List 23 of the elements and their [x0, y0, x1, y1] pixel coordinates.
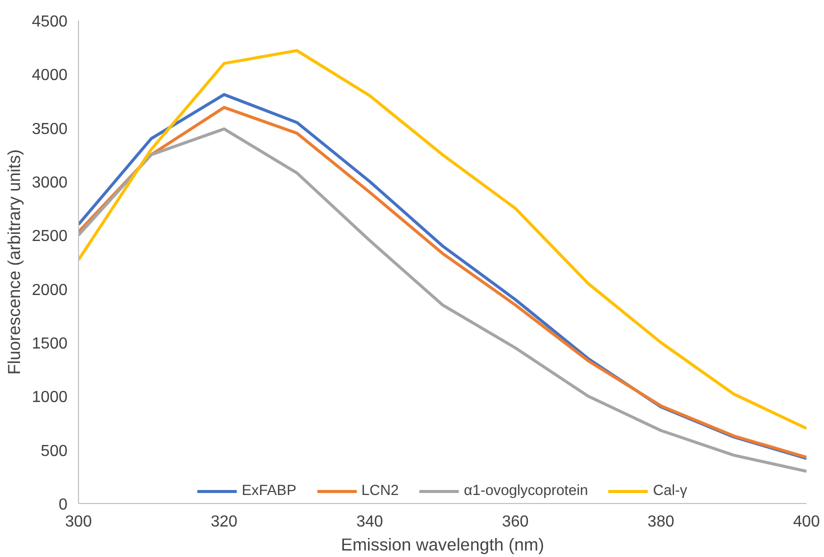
- y-tick-label: 1000: [32, 389, 68, 406]
- y-tick-label: 3000: [32, 174, 68, 192]
- y-tick-label: 2500: [32, 228, 68, 246]
- x-tick-label: 360: [502, 514, 529, 530]
- x-axis-title: Emission wavelength (nm): [340, 534, 544, 554]
- y-tick-label: 4500: [32, 14, 68, 30]
- x-tick-label: 400: [793, 514, 820, 530]
- x-tick-label: 320: [210, 514, 238, 530]
- y-axis-title: Fluorescence (arbitrary units): [4, 149, 24, 375]
- x-tick-label: 380: [648, 514, 674, 530]
- legend-label: LCN2: [361, 483, 399, 499]
- x-tick-label: 300: [65, 514, 92, 530]
- legend-label: Cal-γ: [653, 483, 688, 499]
- y-tick-label: 3500: [32, 120, 68, 138]
- legend-label: ExFABP: [242, 483, 296, 499]
- y-tick-label: 2000: [32, 282, 68, 299]
- line-series: [78, 49, 806, 430]
- y-tick-label: 1500: [32, 336, 68, 352]
- y-tick-label: 500: [40, 442, 68, 460]
- x-tick-label: 340: [356, 514, 384, 530]
- legend-label: α1-ovoglycoprotein: [464, 483, 588, 499]
- y-tick-label: 0: [58, 496, 68, 514]
- y-tick-label: 4000: [32, 67, 68, 84]
